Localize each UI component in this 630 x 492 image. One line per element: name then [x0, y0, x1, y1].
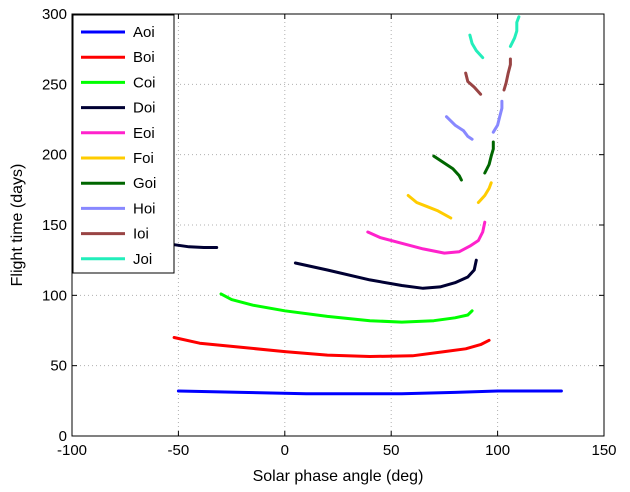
series-line [508, 15, 521, 48]
series-line [366, 220, 487, 255]
series-line [293, 258, 478, 290]
legend-label: Ioi [133, 226, 149, 243]
legend-label: Foi [133, 150, 154, 167]
x-axis-label: Solar phase angle (deg) [253, 468, 424, 485]
legend: Aoi Boi Coi Doi Eoi Foi Goi Hoi Ioi Joi [72, 14, 175, 274]
series-line [476, 181, 493, 204]
series-boi [172, 336, 491, 358]
x-tick-label: 100 [485, 442, 510, 459]
y-tick-label: 200 [42, 147, 67, 164]
ticks: -100 -50 0 50 100 150 0 50 100 150 200 250 300 [42, 6, 617, 459]
series-foi [406, 181, 493, 220]
series-joi [468, 15, 521, 60]
legend-label: Coi [133, 74, 156, 91]
legend-label: Hoi [133, 200, 156, 217]
series-line [406, 194, 453, 220]
y-tick-label: 250 [42, 76, 67, 93]
legend-label: Eoi [133, 125, 155, 142]
x-tick-label: 150 [591, 442, 616, 459]
y-tick-label: 300 [42, 6, 67, 23]
y-axis-label: Flight time (days) [9, 164, 26, 287]
legend-label: Aoi [133, 24, 155, 41]
y-tick-label: 150 [42, 217, 67, 234]
x-tick-label: 50 [383, 442, 400, 459]
series-doi [172, 243, 478, 290]
legend-label: Boi [133, 49, 155, 66]
series-hoi [445, 99, 504, 141]
series-layer [172, 15, 563, 396]
y-tick-label: 50 [50, 358, 67, 375]
series-line [432, 154, 463, 182]
series-ioi [464, 57, 512, 96]
series-line [172, 243, 219, 249]
series-coi [219, 292, 474, 324]
series-line [502, 57, 512, 92]
series-line [464, 71, 483, 96]
series-goi [432, 140, 495, 182]
x-tick-label: -100 [57, 442, 87, 459]
series-aoi [176, 389, 563, 396]
series-line [468, 33, 485, 60]
y-tick-label: 0 [59, 428, 67, 445]
y-tick-label: 100 [42, 287, 67, 304]
series-line [445, 115, 474, 141]
series-eoi [366, 220, 487, 255]
legend-label: Doi [133, 100, 156, 117]
series-line [176, 389, 563, 396]
series-line [219, 292, 474, 324]
series-line [491, 99, 504, 134]
x-tick-label: 0 [281, 442, 289, 459]
series-line [483, 140, 495, 175]
legend-label: Goi [133, 175, 156, 192]
series-line [172, 336, 491, 358]
legend-label: Joi [133, 251, 152, 268]
x-tick-label: -50 [168, 442, 190, 459]
